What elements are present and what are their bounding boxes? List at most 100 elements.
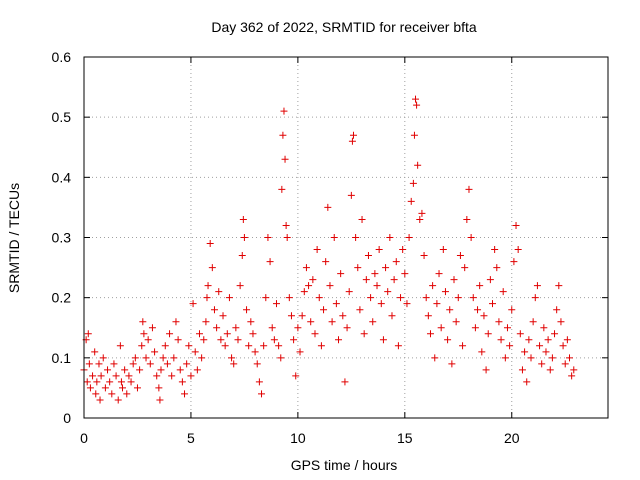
data-point: [499, 288, 507, 296]
data-point: [219, 312, 227, 320]
data-point: [251, 348, 259, 356]
data-point: [403, 300, 411, 308]
data-point: [101, 384, 109, 392]
data-point: [86, 384, 94, 392]
data-point: [540, 324, 548, 332]
data-point: [555, 282, 563, 290]
data-point: [557, 318, 565, 326]
data-point: [343, 324, 351, 332]
data-point: [206, 240, 214, 248]
data-point: [497, 336, 505, 344]
data-point: [439, 246, 447, 254]
data-point: [240, 234, 248, 241]
data-point: [187, 372, 195, 380]
data-point: [390, 276, 398, 284]
y-axis-label: SRMTID / TECUs: [6, 183, 22, 293]
data-point: [348, 137, 356, 145]
data-point: [208, 264, 216, 272]
data-point: [144, 336, 152, 344]
data-point: [373, 282, 381, 290]
data-point: [285, 294, 293, 302]
data-point: [501, 354, 509, 362]
data-point: [424, 312, 432, 320]
data-point: [510, 258, 518, 266]
data-point: [183, 360, 191, 368]
data-point: [493, 264, 501, 272]
data-point: [225, 294, 233, 302]
data-point: [213, 324, 221, 332]
plot-frame: [83, 56, 609, 419]
data-point: [200, 336, 208, 344]
data-point: [133, 384, 141, 392]
data-point: [148, 324, 156, 332]
data-point: [495, 318, 503, 326]
data-point: [161, 342, 169, 350]
data-point: [514, 246, 522, 254]
data-point: [280, 107, 288, 115]
data-point: [92, 390, 100, 398]
data-point: [401, 270, 409, 278]
data-point: [516, 330, 524, 338]
data-point: [97, 372, 105, 380]
data-point: [89, 372, 97, 380]
data-point: [258, 390, 266, 398]
data-point: [379, 336, 387, 344]
grid: [84, 57, 608, 418]
data-point: [347, 191, 355, 199]
data-point: [326, 282, 334, 290]
data-point: [450, 276, 458, 284]
data-point: [349, 131, 357, 139]
data-point: [559, 342, 567, 350]
data-point: [117, 378, 125, 386]
data-point: [459, 342, 467, 350]
x-tick-label: 10: [290, 430, 306, 446]
data-point: [311, 330, 319, 338]
data-point: [527, 354, 535, 362]
data-point: [223, 330, 231, 338]
data-point: [426, 330, 434, 338]
data-point: [298, 312, 306, 320]
data-point: [287, 312, 295, 320]
data-point: [399, 246, 407, 254]
data-point: [354, 264, 362, 272]
data-point: [272, 300, 280, 308]
data-point: [454, 294, 462, 302]
data-point: [435, 270, 443, 278]
data-point: [228, 354, 236, 362]
data-point: [448, 360, 456, 368]
data-point: [155, 384, 163, 392]
data-point: [551, 330, 559, 338]
data-point: [491, 246, 499, 254]
data-point: [270, 336, 278, 344]
data-point: [352, 234, 360, 241]
data-point: [281, 155, 289, 163]
data-point: [489, 300, 497, 308]
data-point: [332, 300, 340, 308]
data-point: [506, 342, 514, 350]
data-point: [431, 354, 439, 362]
data-point: [239, 215, 247, 223]
data-point: [405, 234, 413, 241]
data-point: [139, 318, 147, 326]
data-point: [412, 95, 420, 103]
data-point: [170, 354, 178, 362]
data-point: [99, 354, 107, 362]
data-point: [84, 330, 92, 338]
data-point: [536, 342, 544, 350]
data-point: [247, 318, 255, 326]
y-tick-label: 0.3: [52, 230, 72, 246]
data-point: [437, 324, 445, 332]
data-point: [480, 312, 488, 320]
data-point: [96, 396, 104, 404]
data-point: [317, 342, 325, 350]
data-point: [93, 378, 101, 386]
y-tick-label: 0.5: [52, 109, 72, 125]
data-point: [512, 221, 520, 229]
data-point: [114, 396, 122, 404]
data-point: [112, 372, 120, 380]
data-point: [104, 366, 112, 374]
data-point: [268, 324, 276, 332]
x-tick-label: 0: [80, 430, 88, 446]
data-point: [409, 179, 417, 187]
